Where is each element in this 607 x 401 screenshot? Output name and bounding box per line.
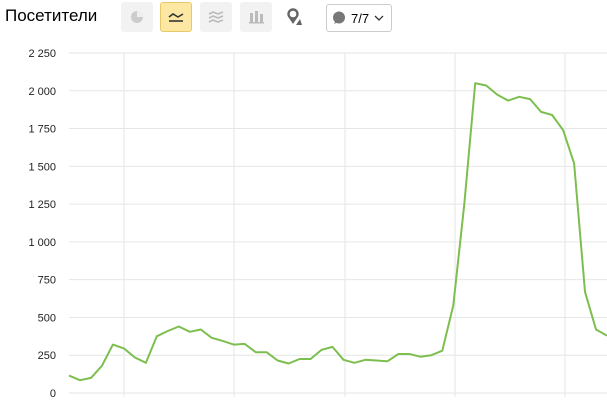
y-tick-label: 750 [38,275,56,287]
map-button[interactable] [278,2,310,32]
y-tick-label: 1 000 [28,237,56,249]
y-tick-label: 1 750 [28,124,56,136]
y-tick-label: 1 500 [28,161,56,173]
chevron-down-icon [374,15,384,21]
annotations-dropdown[interactable]: 7/7 [326,4,392,32]
area-chart-button[interactable] [200,2,232,32]
y-tick-label: 2 000 [28,86,56,98]
y-tick-label: 0 [50,388,56,400]
area-chart-icon [208,11,224,23]
bar-chart-button[interactable] [240,2,272,32]
bar-chart-icon [249,11,264,24]
y-tick-label: 500 [38,312,56,324]
line-chart: 0 250 500 750 1 000 1 250 1 500 1 750 2 000 2 250 [28,48,607,400]
line-chart-button[interactable] [160,2,192,32]
pie-chart-icon [131,11,143,23]
series-line [68,82,607,382]
y-tick-label: 250 [38,350,56,362]
y-tick-label: 1 250 [28,199,56,211]
comment-icon [333,11,345,24]
line-chart-icon [168,13,184,22]
map-pin-icon [287,8,302,25]
annotations-count: 7/7 [351,10,370,26]
pie-chart-button[interactable] [121,2,153,32]
page-title: Посетители [5,6,98,25]
y-tick-label: 2 250 [28,48,56,60]
